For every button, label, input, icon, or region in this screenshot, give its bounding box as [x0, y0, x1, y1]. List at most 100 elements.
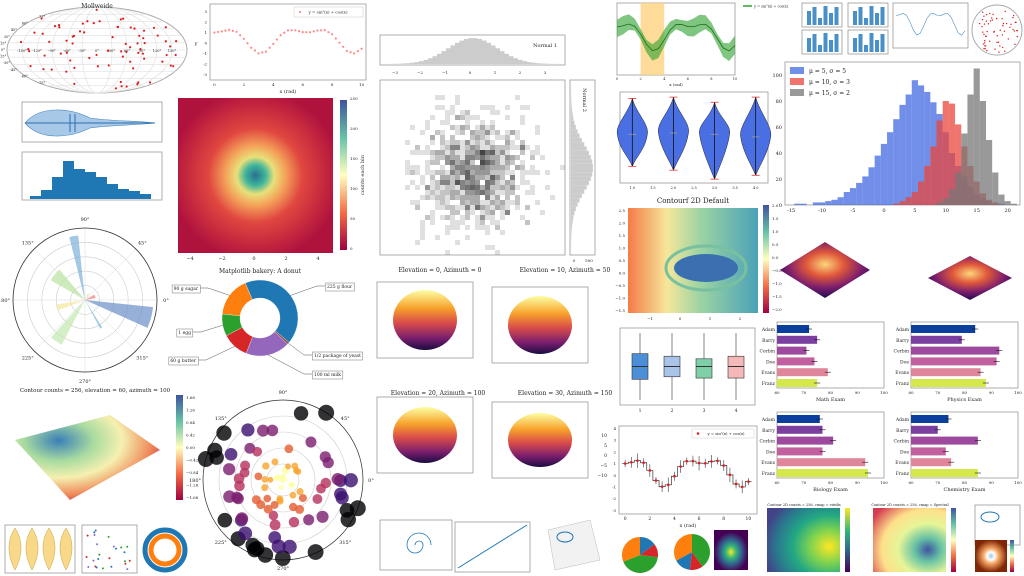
scatter-point — [53, 25, 57, 28]
hist2d-bin — [475, 140, 480, 145]
lat-tick: -45° — [10, 68, 18, 72]
polar-bar — [50, 269, 85, 300]
hist2d-bin — [440, 135, 445, 140]
scatter-point — [1002, 24, 1004, 27]
hist2d-bin — [450, 165, 455, 170]
hist2d-bin — [465, 215, 470, 220]
hist2d-bin — [475, 155, 480, 160]
hist2d-bin — [485, 160, 490, 165]
scatter-point — [111, 36, 114, 39]
colorbar — [1010, 540, 1014, 572]
x-tick: 0 — [213, 82, 216, 87]
hist2d-bin — [460, 125, 465, 130]
lat-tick: 45° — [11, 28, 17, 32]
hist2d-bin — [480, 150, 485, 155]
marginal-bar — [571, 180, 589, 186]
hist2d-bin — [460, 170, 465, 175]
hist2d-bin — [500, 230, 505, 235]
hist2d-bin — [470, 200, 475, 205]
hist2d-bin — [470, 135, 475, 140]
hist2d-bin — [485, 130, 490, 135]
hist2d-bin — [440, 105, 445, 110]
hist2d-bin — [435, 160, 440, 165]
hist2d-bin — [490, 210, 495, 215]
hist2d-bin — [405, 185, 410, 190]
mini-violin — [42, 527, 56, 571]
hist2d-bin — [430, 160, 435, 165]
scatter-point — [174, 53, 177, 57]
hist2d-bin — [485, 195, 490, 200]
hist2d-bin — [450, 220, 455, 225]
hist2d-bin — [465, 175, 470, 180]
y-tick: 80 — [776, 99, 782, 105]
scatter-point — [125, 85, 128, 88]
polar-spoke — [84, 248, 137, 301]
y-tick: -2 — [203, 62, 207, 67]
hist2d-bin — [440, 175, 445, 180]
histogram-bar — [893, 119, 900, 205]
hist2d-bin — [475, 205, 480, 210]
data-point — [250, 46, 253, 49]
hist2d-bin — [440, 175, 445, 180]
x-tick: 10 — [943, 208, 949, 214]
x-tick: −2 — [218, 256, 225, 262]
marginal-bar — [571, 185, 587, 190]
lat-tick: 60° — [22, 22, 28, 26]
scatter-point — [93, 534, 96, 537]
hist2d-bin — [480, 165, 485, 170]
hist2d-bin — [475, 150, 480, 155]
marginal-bar — [571, 150, 589, 156]
hist2d-bin — [470, 180, 475, 185]
x-tick: 0 — [624, 516, 627, 522]
x-tick: 3 — [703, 408, 706, 414]
exam-bar — [777, 469, 868, 477]
hist2d-bin — [490, 125, 495, 130]
hist2d-bin — [480, 170, 485, 175]
scatter-point — [1013, 14, 1015, 17]
marginal-bar — [571, 172, 593, 177]
hist2d-bin — [445, 145, 450, 150]
polar-grid — [250, 447, 316, 513]
sphere-title: Elevation = 10, Azimuth = 50 — [520, 267, 611, 274]
histogram-bar — [812, 202, 820, 205]
polar-spoke — [84, 299, 137, 352]
hist2d-bin — [535, 170, 540, 175]
histogram-bar — [967, 94, 974, 205]
hist2d-bin — [420, 195, 425, 200]
scatter-point — [986, 49, 988, 52]
hist2d-bin — [460, 175, 465, 180]
hist2d-bin — [490, 150, 495, 155]
marginal-bar — [571, 215, 574, 220]
hist2d-bin — [470, 130, 475, 135]
hist2d-bin — [435, 185, 440, 190]
hist2d-bin — [465, 155, 470, 160]
hist2d-bin — [480, 190, 485, 195]
scatter-point — [982, 43, 984, 45]
hist2d-bin — [425, 195, 430, 200]
hist2d-bin — [450, 215, 455, 220]
x-tick: 4 — [316, 256, 319, 262]
hist2d-bin — [470, 180, 475, 185]
hist2d-bin — [460, 125, 465, 130]
hist2d-bin — [465, 150, 470, 155]
category-label: Barry — [762, 428, 775, 434]
colorbar-label: counts each bin — [360, 154, 366, 195]
hist2d-bin — [475, 155, 480, 160]
y-tick: 0.0 — [619, 271, 626, 276]
hist2d-bin — [465, 170, 470, 175]
hist2d-bin — [440, 130, 445, 135]
x-tick: 5 — [913, 208, 916, 214]
hist2d-bin — [495, 205, 500, 210]
scatter-point — [50, 68, 53, 71]
hist2d-bin — [480, 165, 485, 170]
category-label: Franz — [896, 381, 910, 387]
hist2d-bin — [470, 185, 475, 190]
hist2d-bin — [510, 175, 515, 180]
hist2d-bin — [485, 175, 490, 180]
hist2d-bin — [525, 205, 530, 210]
x-tick: 70 — [935, 390, 941, 395]
hist2d-bin — [490, 200, 495, 205]
hist2d-bin — [480, 150, 485, 155]
scatter-point — [991, 19, 994, 21]
polar-scatter-point — [266, 424, 279, 437]
